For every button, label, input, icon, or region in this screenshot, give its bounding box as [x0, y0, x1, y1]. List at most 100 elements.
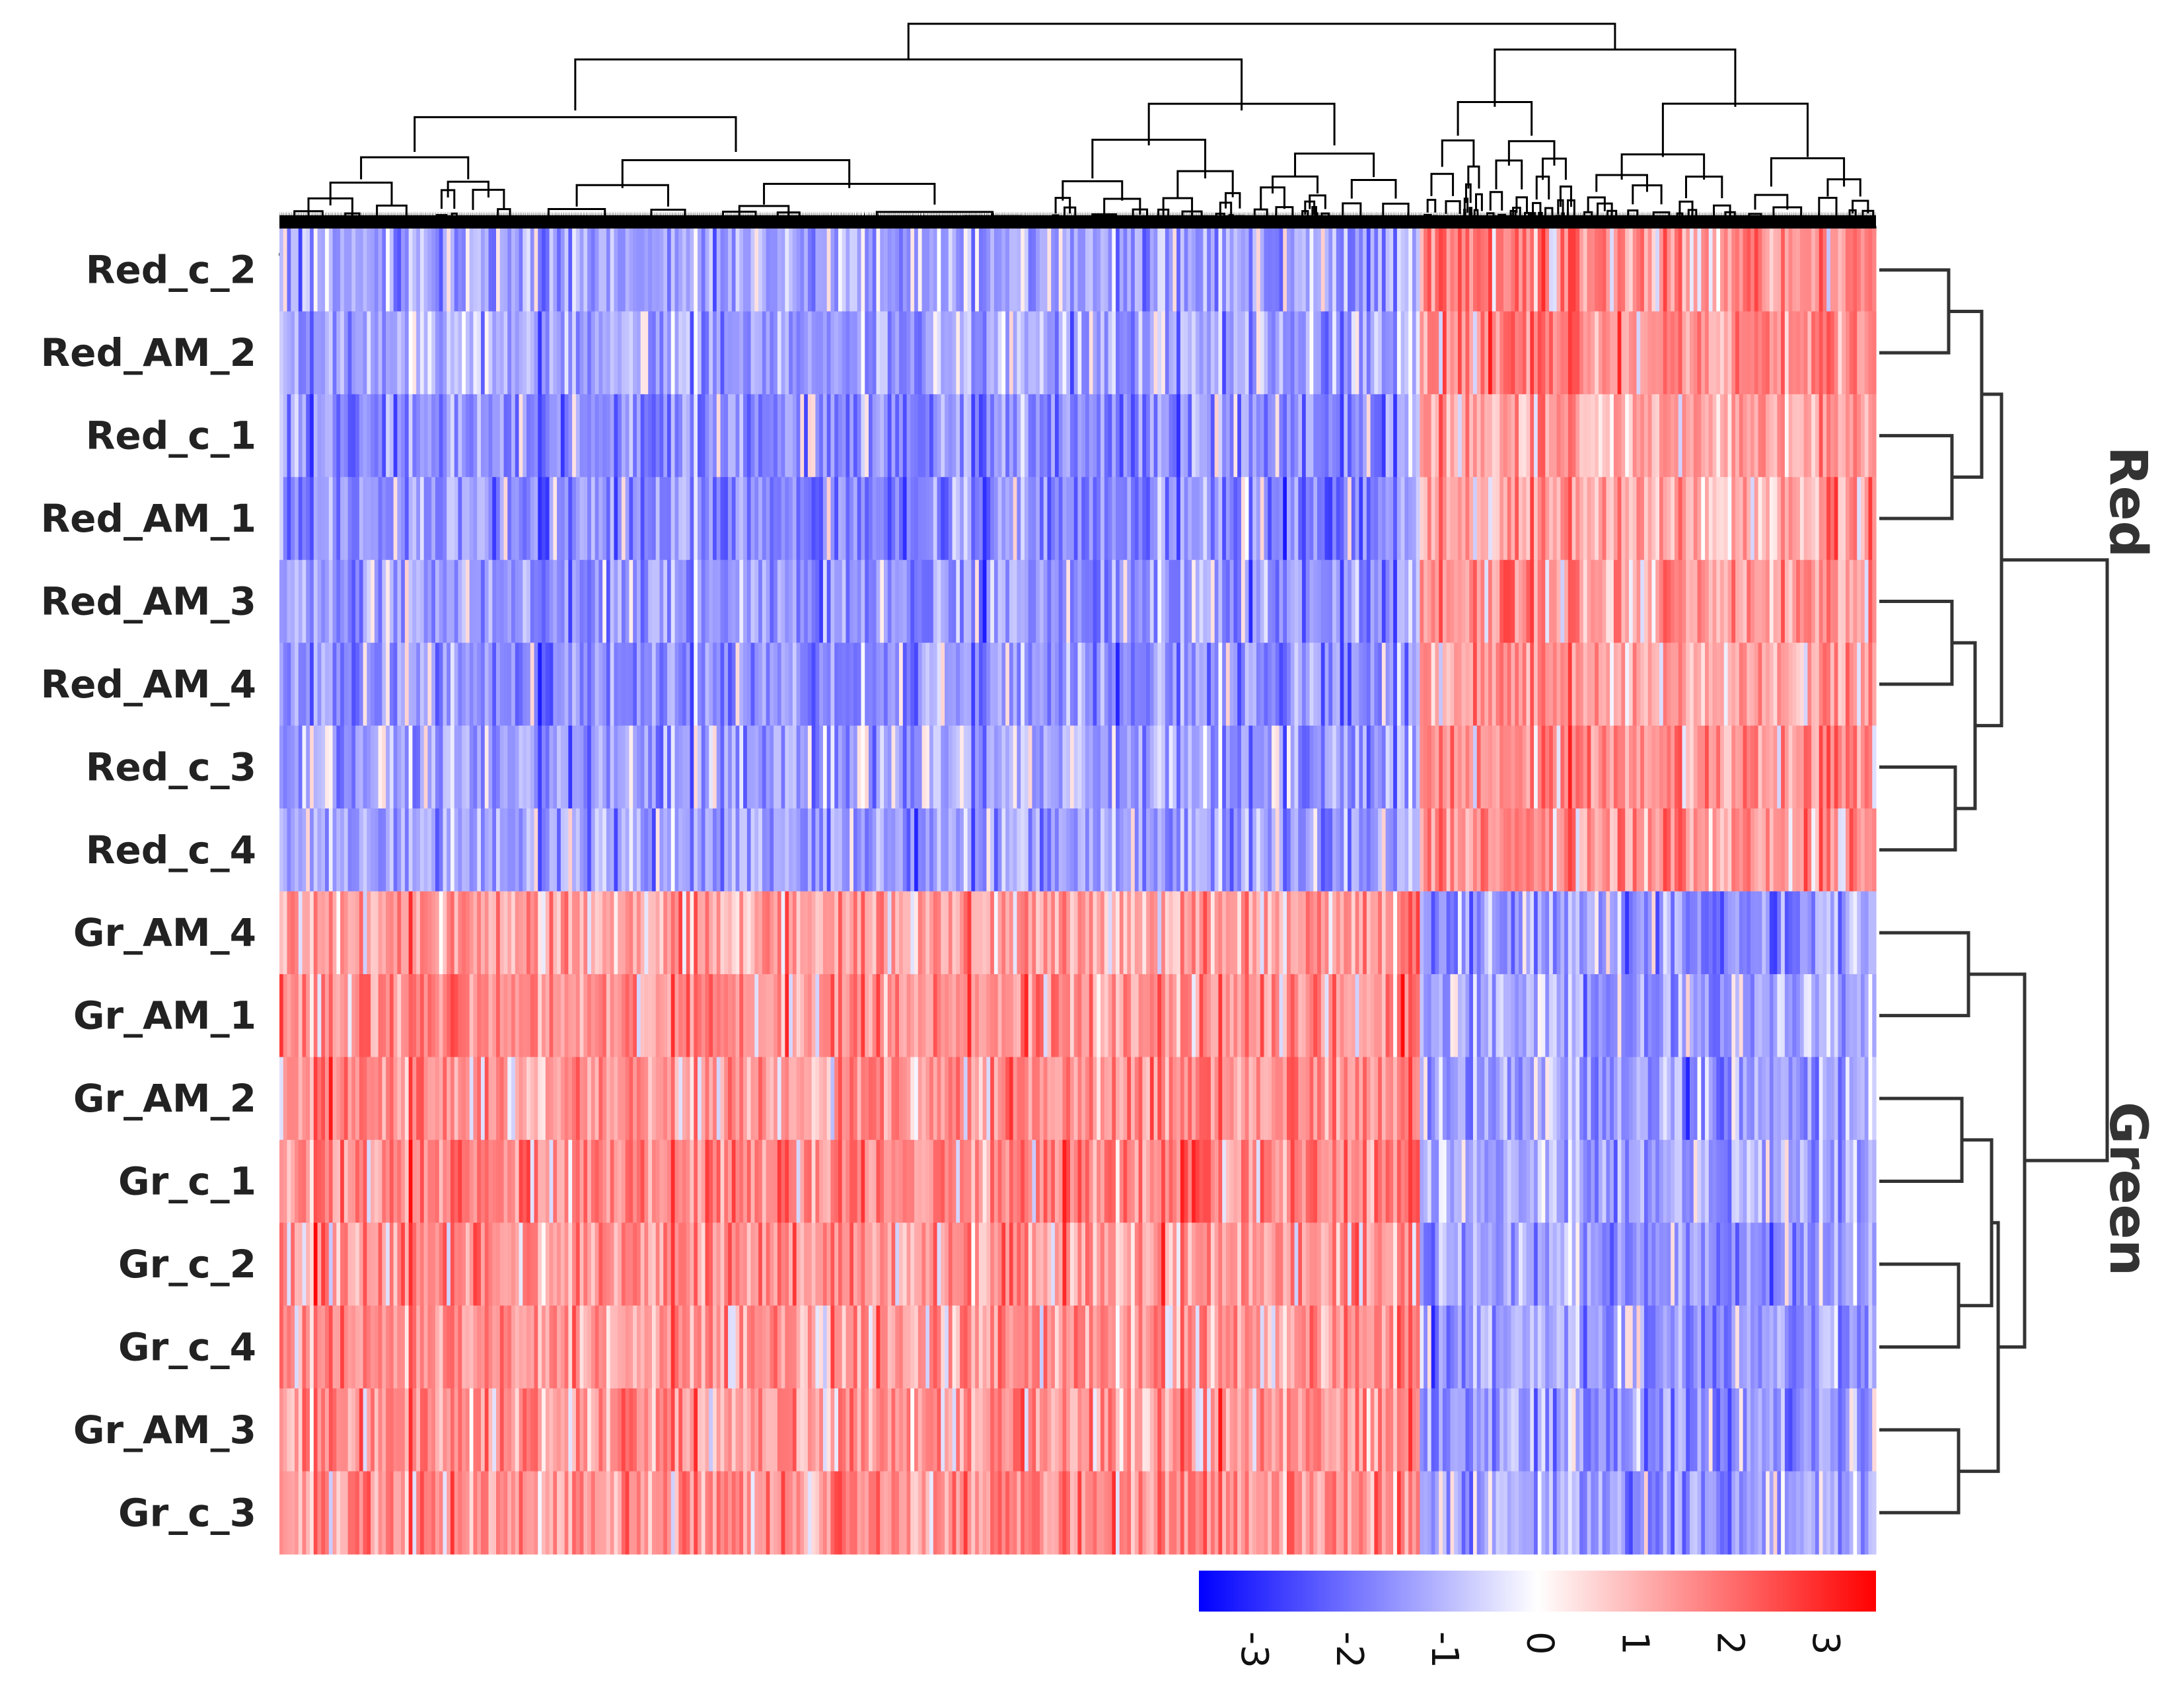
heatmap-cell	[1172, 229, 1177, 312]
heatmap-cell	[492, 394, 497, 478]
heatmap-cell	[519, 311, 523, 395]
heatmap-cell	[1244, 229, 1250, 312]
heatmap-cell	[401, 394, 406, 478]
heatmap-cell	[971, 477, 976, 561]
heatmap-cell	[1199, 477, 1204, 561]
heatmap-cell	[1560, 394, 1565, 478]
heatmap-cell	[956, 477, 960, 561]
heatmap-cell	[1146, 394, 1151, 478]
heatmap-cell	[1396, 229, 1402, 312]
heatmap-cell	[1427, 311, 1432, 395]
heatmap-cell	[1743, 394, 1747, 478]
heatmap-cell	[1655, 311, 1660, 395]
heatmap-cell	[1180, 394, 1185, 478]
heatmap-cell	[774, 394, 778, 478]
heatmap-cell	[1097, 394, 1101, 478]
heatmap-cell	[716, 394, 721, 478]
heatmap-cell	[374, 394, 379, 478]
dendrogram-branch	[447, 180, 489, 197]
heatmap-cell	[663, 229, 668, 312]
heatmap-cell	[298, 311, 303, 395]
heatmap-cell	[359, 394, 364, 478]
heatmap-cell	[902, 229, 908, 312]
heatmap-cell	[682, 229, 687, 312]
heatmap-cell	[728, 477, 733, 561]
heatmap-cell	[758, 477, 763, 561]
heatmap-cell	[1431, 229, 1436, 312]
heatmap-cell	[1799, 311, 1805, 395]
heatmap-cell	[1819, 311, 1824, 395]
heatmap-cell	[720, 394, 725, 478]
heatmap-cell	[948, 394, 953, 478]
heatmap-cell	[1667, 311, 1671, 395]
heatmap-cell	[1534, 394, 1538, 478]
heatmap-cell	[1769, 311, 1774, 395]
heatmap-cell	[1028, 229, 1033, 312]
heatmap-cell	[1526, 394, 1531, 478]
heatmap-cell	[1169, 311, 1173, 395]
heatmap-cell	[1252, 477, 1257, 561]
heatmap-cell	[469, 394, 474, 478]
heatmap-cell	[815, 394, 820, 478]
heatmap-cell	[1081, 394, 1086, 478]
heatmap-cell	[914, 311, 919, 395]
heatmap-cell	[1686, 394, 1690, 478]
heatmap-cell	[492, 311, 497, 395]
heatmap-cell	[1264, 477, 1268, 561]
heatmap-cell	[351, 229, 356, 312]
heatmap-cell	[1237, 229, 1242, 312]
heatmap-cell	[800, 394, 805, 478]
heatmap-cell	[1492, 311, 1497, 395]
heatmap-cell	[1157, 311, 1162, 395]
heatmap-cell	[1169, 394, 1173, 478]
heatmap-cell	[743, 394, 748, 478]
heatmap-cell	[663, 311, 668, 395]
heatmap-cell	[1655, 394, 1660, 478]
heatmap-cell	[960, 394, 964, 478]
heatmap-cell	[575, 394, 581, 478]
heatmap-cell	[595, 394, 599, 478]
heatmap-cell	[443, 477, 447, 561]
heatmap-cell	[1320, 394, 1326, 478]
heatmap-cell	[310, 477, 314, 561]
heatmap-cell	[1340, 229, 1344, 312]
heatmap-cell	[796, 394, 801, 478]
heatmap-cell	[1731, 229, 1736, 312]
heatmap-cell	[686, 394, 691, 478]
heatmap-cell	[499, 477, 505, 561]
heatmap-cell	[1370, 229, 1375, 312]
heatmap-cell	[792, 311, 797, 395]
heatmap-cell	[1461, 394, 1466, 478]
heatmap-cell	[1123, 311, 1128, 395]
heatmap-cell	[743, 477, 748, 561]
heatmap-cell	[1799, 229, 1805, 312]
heatmap-cell	[822, 477, 828, 561]
heatmap-cell	[1013, 229, 1018, 312]
heatmap-cell	[1233, 477, 1238, 561]
heatmap-cell	[458, 229, 462, 312]
heatmap-cell	[1028, 311, 1033, 395]
heatmap-cell	[735, 229, 740, 312]
heatmap-cell	[1503, 229, 1508, 312]
heatmap-cell	[937, 477, 941, 561]
heatmap-cell	[774, 477, 778, 561]
heatmap-cell	[332, 311, 337, 395]
heatmap-cell	[481, 311, 486, 395]
heatmap-cell	[1001, 229, 1006, 312]
heatmap-cell	[1264, 229, 1268, 312]
heatmap-cell	[1792, 311, 1797, 395]
heatmap-cell	[1595, 311, 1599, 395]
heatmap-cell	[1583, 311, 1588, 395]
heatmap-cell	[306, 477, 310, 561]
heatmap-cell	[534, 311, 538, 395]
heatmap-cell	[1537, 394, 1542, 478]
heatmap-cell	[621, 229, 626, 312]
heatmap-cell	[1032, 311, 1036, 395]
heatmap-cell	[1606, 394, 1610, 478]
heatmap-cell	[868, 394, 873, 478]
heatmap-cell	[709, 477, 713, 561]
heatmap-cell	[1229, 229, 1235, 312]
heatmap-cell	[1210, 477, 1215, 561]
heatmap-cell	[336, 229, 341, 312]
heatmap-cell	[1389, 394, 1394, 478]
